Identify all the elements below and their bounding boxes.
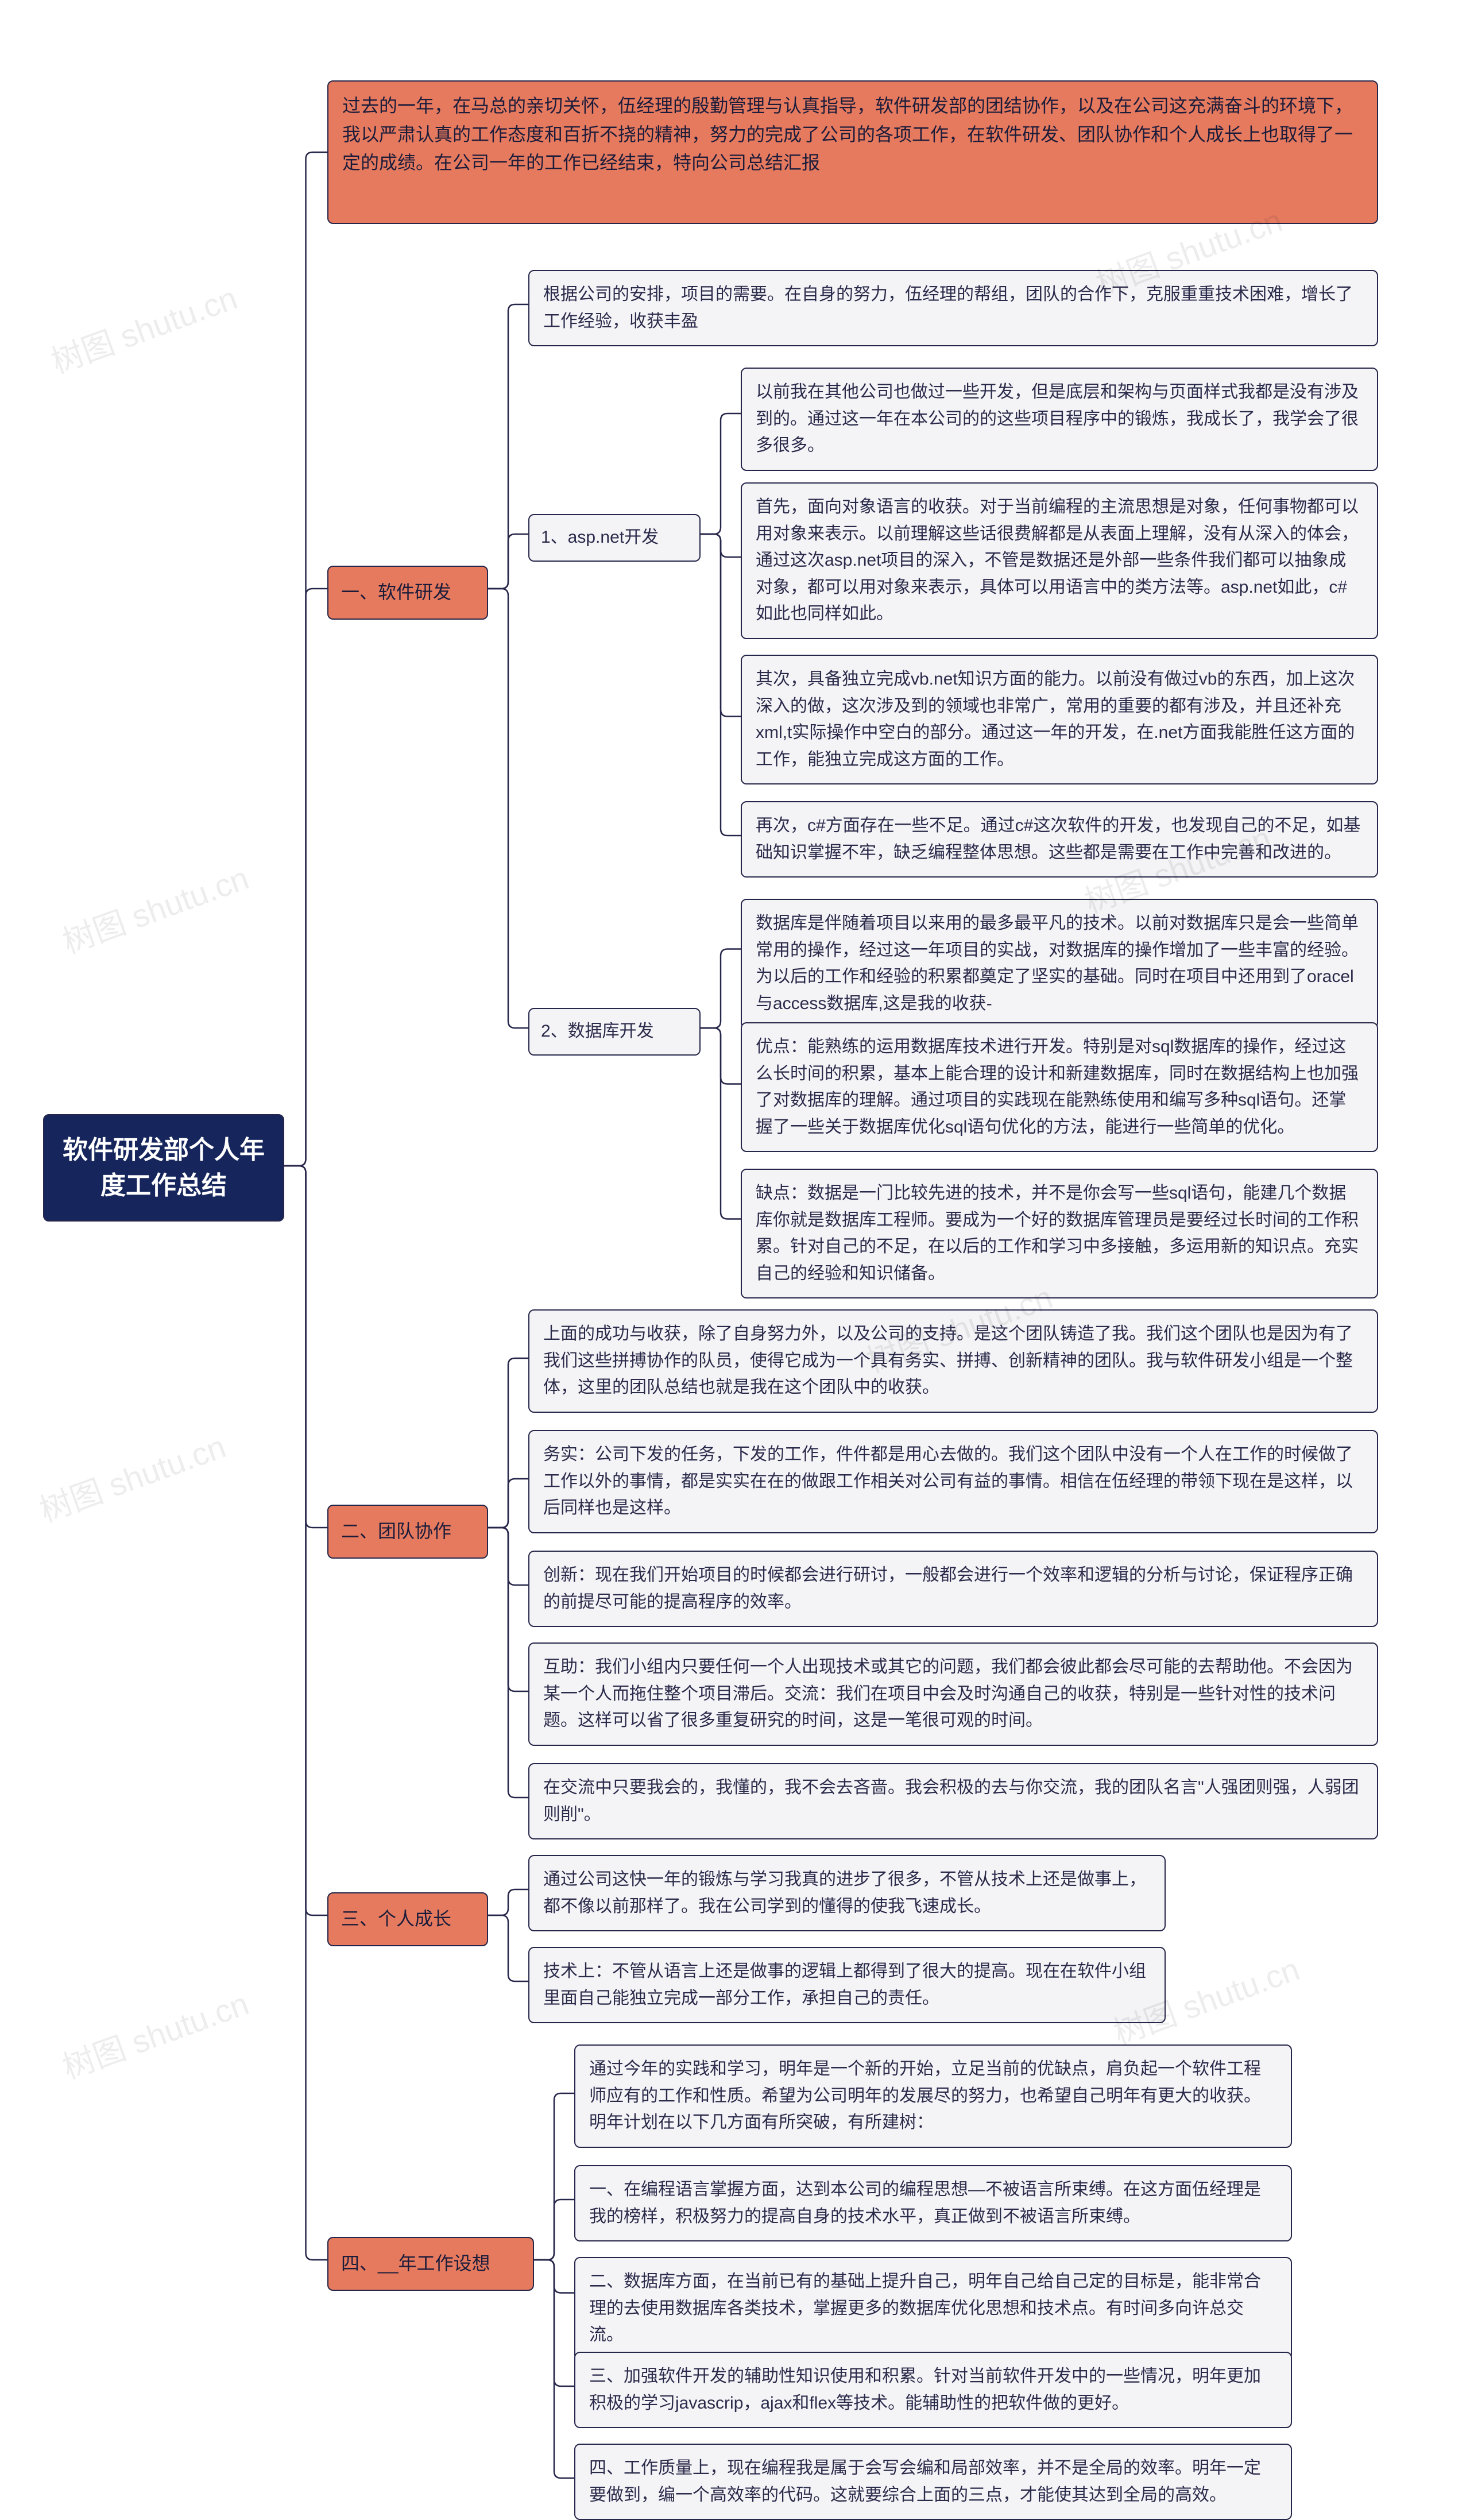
leaf-node: 数据库是伴随着项目以来用的最多最平凡的技术。以前对数据库只是会一些简单常用的操作…: [741, 899, 1378, 1029]
branch-node: 二、团队协作: [327, 1505, 488, 1559]
watermark: 树图 shutu.cn: [55, 1978, 254, 2088]
leaf-node: 在交流中只要我会的，我懂的，我不会去吝啬。我会积极的去与你交流，我的团队名言"人…: [528, 1763, 1378, 1839]
intro-node: 过去的一年，在马总的亲切关怀，伍经理的殷勤管理与认真指导，软件研发部的团结协作，…: [327, 80, 1378, 224]
branch-node: 四、__年工作设想: [327, 2237, 534, 2291]
leaf-node: 优点：能熟练的运用数据库技术进行开发。特别是对sql数据库的操作，经过这么长时间…: [741, 1022, 1378, 1152]
leaf-node: 缺点：数据是一门比较先进的技术，并不是你会写一些sql语句，能建几个数据库你就是…: [741, 1169, 1378, 1298]
root-node: 软件研发部个人年度工作总结: [43, 1114, 284, 1222]
leaf-node: 通过公司这快一年的锻炼与学习我真的进步了很多，不管从技术上还是做事上，都不像以前…: [528, 1855, 1166, 1931]
leaf-node: 创新：现在我们开始项目的时候都会进行研讨，一般都会进行一个效率和逻辑的分析与讨论…: [528, 1551, 1378, 1627]
leaf-node: 根据公司的安排，项目的需要。在自身的努力，伍经理的帮组，团队的合作下，克服重重技…: [528, 270, 1378, 346]
leaf-node: 互助：我们小组内只要任何一个人出现技术或其它的问题，我们都会彼此都会尽可能的去帮…: [528, 1642, 1378, 1746]
leaf-node: 务实：公司下发的任务，下发的工作，件件都是用心去做的。我们这个团队中没有一个人在…: [528, 1430, 1378, 1533]
leaf-node: 以前我在其他公司也做过一些开发，但是底层和架构与页面样式我都是没有涉及到的。通过…: [741, 368, 1378, 471]
leaf-node: 技术上：不管从语言上还是做事的逻辑上都得到了很大的提高。现在在软件小组里面自己能…: [528, 1947, 1166, 2023]
leaf-node: 再次，c#方面存在一些不足。通过c#这次软件的开发，也发现自己的不足，如基础知识…: [741, 801, 1378, 878]
watermark: 树图 shutu.cn: [55, 852, 254, 963]
watermark: 树图 shutu.cn: [32, 1421, 231, 1531]
sub-branch-node: 2、数据库开发: [528, 1008, 701, 1056]
leaf-node: 其次，具备独立完成vb.net知识方面的能力。以前没有做过vb的东西，加上这次深…: [741, 655, 1378, 784]
watermark: 树图 shutu.cn: [44, 272, 243, 382]
branch-node: 一、软件研发: [327, 566, 488, 620]
leaf-node: 通过今年的实践和学习，明年是一个新的开始，立足当前的优缺点，肩负起一个软件工程师…: [574, 2044, 1292, 2148]
leaf-node: 首先，面向对象语言的收获。对于当前编程的主流思想是对象，任何事物都可以用对象来表…: [741, 482, 1378, 639]
sub-branch-node: 1、asp.net开发: [528, 514, 701, 562]
leaf-node: 上面的成功与收获，除了自身努力外，以及公司的支持。是这个团队铸造了我。我们这个团…: [528, 1309, 1378, 1413]
leaf-node: 三、加强软件开发的辅助性知识使用和积累。针对当前软件开发中的一些情况，明年更加积…: [574, 2352, 1292, 2428]
branch-node: 三、个人成长: [327, 1892, 488, 1946]
leaf-node: 四、工作质量上，现在编程我是属于会写会编和局部效率，并不是全局的效率。明年一定要…: [574, 2444, 1292, 2520]
leaf-node: 一、在编程语言掌握方面，达到本公司的编程思想—不被语言所束缚。在这方面伍经理是我…: [574, 2165, 1292, 2241]
leaf-node: 二、数据库方面，在当前已有的基础上提升自己，明年自己给自己定的目标是，能非常合理…: [574, 2257, 1292, 2360]
